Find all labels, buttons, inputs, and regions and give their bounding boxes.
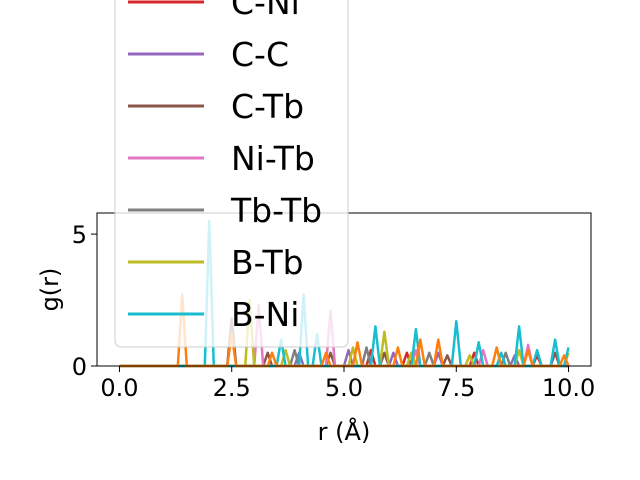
legend-label: C-Ni: [231, 0, 300, 22]
x-tick-label: 0.0: [100, 374, 138, 402]
y-tick-label: 0: [72, 353, 87, 381]
legend-label: B-Tb: [231, 243, 304, 282]
legend-label: Ni-Tb: [231, 139, 315, 178]
legend: C-Ni C-C C-Tb Ni-Tb Tb-Tb B-Tb B-Ni: [114, 0, 349, 348]
axes-layer: 0.0 2.5 5.0 7.5 10.0 0 5 r (Å) g(r): [36, 221, 595, 446]
legend-label: Tb-Tb: [230, 191, 322, 230]
legend-label: B-Ni: [231, 295, 299, 334]
x-tick-label: 5.0: [325, 374, 363, 402]
legend-box: [114, 0, 349, 348]
x-axis-label: r (Å): [318, 417, 371, 446]
x-tick-label: 7.5: [437, 374, 475, 402]
x-tick-label: 2.5: [213, 374, 251, 402]
series-line-c-c: [119, 348, 569, 368]
legend-label: C-C: [231, 35, 289, 74]
y-axis-label: g(r): [36, 268, 64, 312]
x-tick-label: 10.0: [542, 374, 595, 402]
legend-label: C-Tb: [231, 87, 304, 126]
y-tick-label: 5: [72, 221, 87, 249]
